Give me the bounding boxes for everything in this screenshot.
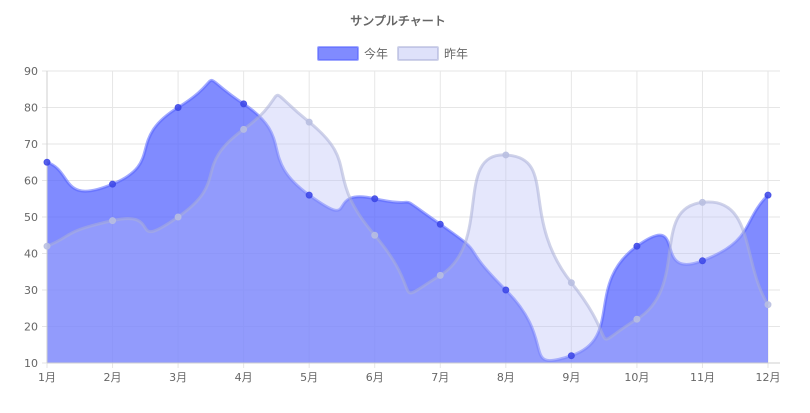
data-point-this-year[interactable] [502, 286, 510, 294]
x-tick-label: 8月 [497, 371, 515, 384]
y-tick-label: 10 [24, 357, 38, 370]
data-point-this-year[interactable] [698, 257, 706, 265]
data-point-this-year[interactable] [764, 191, 772, 199]
area-fill-last-year [47, 95, 768, 363]
legend-swatch-last-year [397, 46, 439, 61]
legend: 今年 昨年 [317, 46, 468, 61]
legend-swatch-this-year [317, 46, 359, 61]
tick-labels: 10 20 30 40 50 60 70 80 90 1月 2月 3月 4月 5月 6月 7月 8月 9月 10月 1… [24, 65, 781, 384]
y-tick-label: 50 [24, 211, 38, 224]
x-tick-label: 4月 [235, 371, 253, 384]
data-point-last-year[interactable] [371, 231, 379, 239]
data-point-last-year[interactable] [109, 217, 117, 225]
data-point-this-year[interactable] [436, 220, 444, 228]
y-tick-label: 30 [24, 284, 38, 297]
data-point-last-year[interactable] [764, 301, 772, 309]
data-point-last-year[interactable] [567, 279, 575, 287]
x-tick-label: 12月 [756, 371, 781, 384]
data-point-this-year[interactable] [567, 352, 575, 360]
data-point-this-year[interactable] [371, 195, 379, 203]
legend-label-this-year: 今年 [364, 46, 388, 61]
data-point-this-year[interactable] [174, 104, 182, 111]
y-tick-label: 60 [24, 175, 38, 188]
data-point-last-year[interactable] [633, 315, 641, 323]
x-tick-label: 1月 [38, 371, 56, 384]
data-point-last-year[interactable] [502, 151, 510, 159]
x-tick-label: 5月 [300, 371, 318, 384]
data-point-last-year[interactable] [240, 125, 248, 133]
x-tick-label: 7月 [431, 371, 449, 384]
data-point-last-year[interactable] [436, 271, 444, 279]
points-layer [43, 100, 772, 360]
data-point-this-year[interactable] [240, 100, 248, 108]
y-tick-label: 70 [24, 138, 38, 151]
x-tick-label: 9月 [562, 371, 580, 384]
legend-item-this-year[interactable]: 今年 [317, 46, 388, 61]
series-layer [46, 78, 770, 364]
data-point-last-year[interactable] [174, 213, 182, 221]
y-tick-label: 90 [24, 65, 38, 78]
x-tick-label: 3月 [169, 371, 187, 384]
y-tick-label: 40 [24, 248, 38, 261]
legend-item-last-year[interactable]: 昨年 [397, 46, 468, 61]
data-point-last-year[interactable] [305, 118, 313, 126]
x-tick-label: 10月 [624, 371, 649, 384]
data-point-last-year[interactable] [43, 242, 51, 250]
area-fill-this-year [47, 80, 768, 364]
y-tick-label: 80 [24, 102, 38, 115]
x-tick-label: 11月 [690, 371, 715, 384]
x-tick-label: 2月 [104, 371, 122, 384]
y-tick-label: 20 [24, 321, 38, 334]
x-tick-label: 6月 [366, 371, 384, 384]
data-point-this-year[interactable] [109, 180, 117, 188]
data-point-this-year[interactable] [633, 242, 641, 250]
axes [46, 71, 780, 364]
data-point-this-year[interactable] [305, 191, 313, 199]
chart-title: サンプルチャート [350, 13, 446, 28]
data-point-last-year[interactable] [698, 198, 706, 206]
legend-label-last-year: 昨年 [444, 47, 468, 61]
data-point-this-year[interactable] [43, 158, 51, 166]
